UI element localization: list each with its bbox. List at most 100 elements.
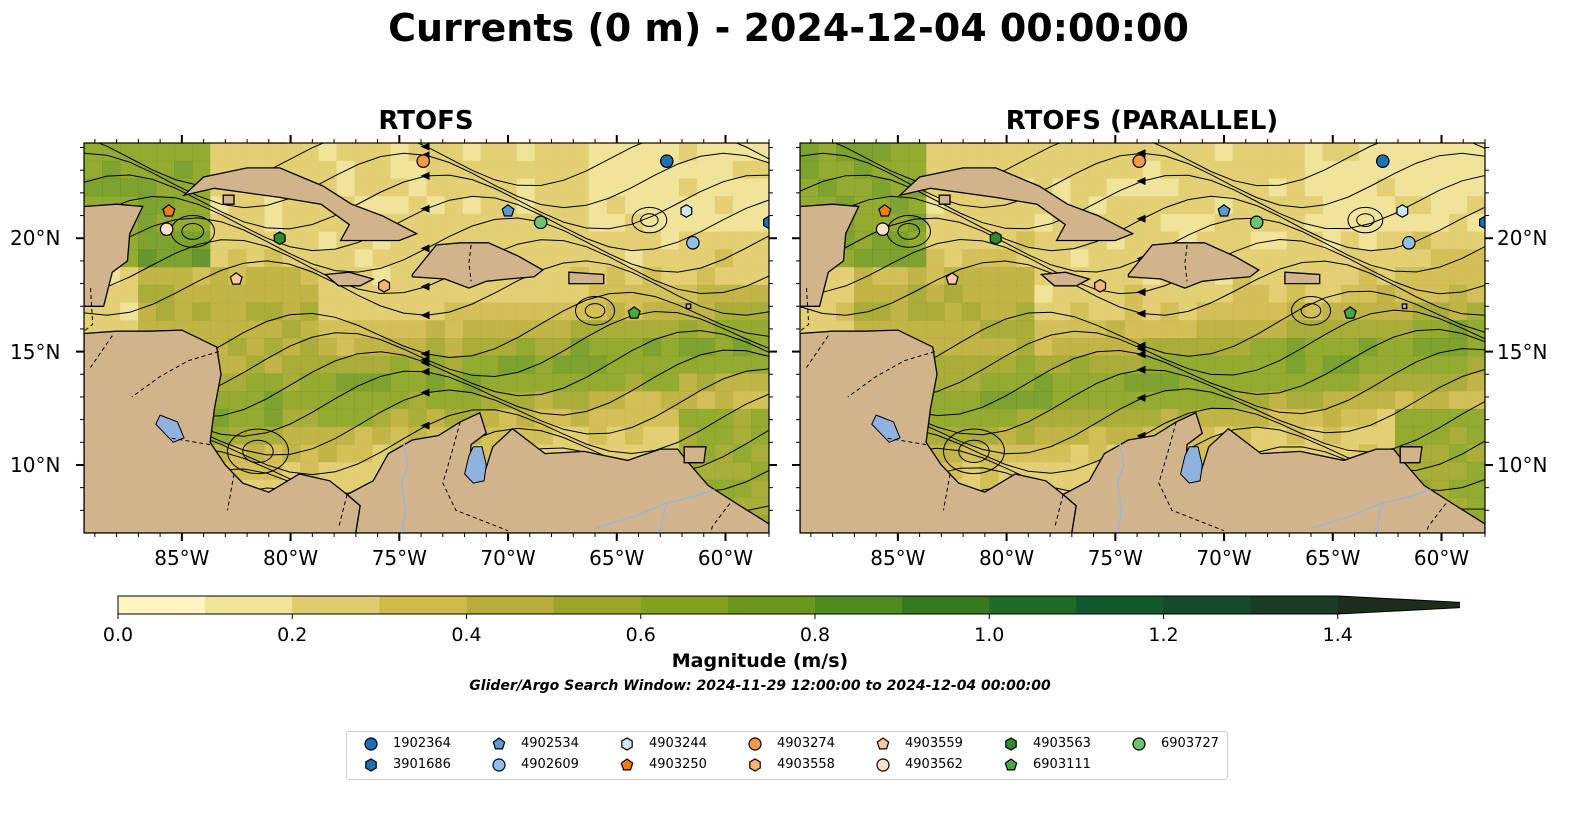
border-costa-rica-panama (943, 473, 951, 511)
border-venezuela-guyana (709, 503, 731, 533)
colorbar-extend-max (1337, 596, 1460, 614)
streamline-arrow (1136, 177, 1146, 186)
border-costa-rica-panama (227, 473, 235, 511)
colorbar (117, 595, 1460, 619)
border-panama-colombia (337, 494, 348, 529)
yucatan-mexico (800, 203, 860, 307)
eddy-streamline (181, 222, 205, 240)
hexagon-marker-icon (1005, 737, 1017, 751)
border-panama-colombia (1053, 494, 1064, 529)
lon-tick-label: 65°W (1305, 546, 1361, 570)
lat-tick-label: 10°N (1497, 452, 1548, 477)
colorbar-bin (989, 596, 1077, 614)
colorbar-bin (292, 596, 380, 614)
eddy-streamline (574, 296, 616, 326)
colorbar-bin (1076, 596, 1164, 614)
panel-title-rtofs: RTOFS (378, 106, 474, 136)
lon-tick-label: 85°W (154, 546, 210, 570)
float-marker-4903563 (989, 231, 1002, 246)
eddy-streamline (640, 213, 659, 227)
lon-tick-label: 80°W (262, 546, 319, 570)
lat-tick-label: 20°N (1497, 226, 1548, 251)
map-panel-rtofs-parallel[interactable] (792, 125, 1493, 590)
colorbar-tick-label: 0.0 (102, 624, 134, 646)
legend-label: 4903563 (1033, 736, 1091, 751)
float-marker-1902364 (659, 154, 674, 168)
legend-label: 3901686 (393, 757, 451, 772)
orinoco-river (594, 489, 715, 530)
streamline-arrow (1136, 350, 1146, 359)
isle-of-youth (222, 194, 235, 205)
float-marker-4903563 (273, 231, 286, 246)
map-canvas (76, 125, 1493, 592)
streamline-arrow (420, 311, 430, 320)
colorbar-bin (466, 596, 555, 614)
puerto-rico (568, 271, 605, 285)
float-marker-4902609 (1402, 235, 1416, 250)
cuba (181, 167, 419, 242)
eddy-streamline (943, 428, 1005, 475)
legend-label: 4903244 (649, 736, 707, 751)
streamline-arrow (420, 204, 430, 213)
eddy-streamline (631, 206, 668, 234)
legend-marker (748, 737, 762, 751)
border-mexico-guatemala (84, 288, 94, 332)
circle-marker-icon (1132, 737, 1146, 751)
circle-marker-icon (876, 758, 890, 772)
float-marker-4903274 (1132, 154, 1147, 168)
caribbean-islands (685, 303, 692, 310)
magdalena-river (400, 442, 409, 533)
legend-label: 4902534 (521, 736, 579, 751)
float-marker-1902364 (1375, 154, 1390, 168)
map-panel-rtofs[interactable] (76, 125, 777, 592)
float-markers (159, 154, 769, 319)
lon-tick-label: 75°W (1087, 546, 1143, 570)
float-marker-6903111 (1343, 306, 1357, 319)
streamline-arrow (420, 244, 430, 253)
lake-nicaragua (155, 414, 185, 443)
streamline-arrow (1136, 344, 1146, 353)
legend-marker (749, 758, 761, 772)
float-marker-4902534 (501, 204, 515, 217)
isle-of-youth (938, 194, 951, 205)
streamline-arrow (1136, 393, 1146, 402)
streamline-arrow (1136, 365, 1146, 374)
float-marker-6903727 (1249, 215, 1264, 230)
legend-marker (1005, 737, 1017, 751)
float-marker-4903559 (229, 272, 243, 285)
caribbean-islands (1401, 303, 1408, 310)
legend-marker (364, 737, 378, 751)
border-mexico-guatemala (800, 288, 810, 332)
pentagon-marker-icon (492, 737, 506, 750)
eddy-streamline (584, 303, 606, 319)
colorbar-bin (118, 596, 206, 614)
lon-tick-label: 75°W (371, 546, 427, 570)
streamline-arrow (420, 388, 430, 397)
float-marker-4903558 (378, 278, 391, 293)
float-marker-4903558 (1094, 278, 1107, 293)
trinidad (1399, 446, 1423, 464)
hispaniola (411, 242, 544, 289)
lon-tick-label: 85°W (870, 546, 926, 570)
circle-marker-icon (492, 758, 506, 772)
legend-label: 4902609 (521, 757, 579, 772)
legend-marker (492, 758, 506, 772)
colorbar-bin (553, 596, 642, 614)
lon-tick-label: 80°W (978, 546, 1035, 570)
colorbar-bin (902, 596, 990, 614)
float-marker-4903250 (878, 204, 892, 217)
border-honduras-nicaragua (131, 351, 219, 398)
border-colombia-venezuela (442, 421, 509, 532)
colorbar-bin (815, 596, 903, 614)
eddy-streamline (242, 439, 274, 463)
streamline-arrow (1136, 214, 1146, 223)
streamline-arrow (1136, 149, 1146, 158)
legend-label: 6903727 (1161, 736, 1219, 751)
streamline-arrow (1136, 288, 1146, 297)
streamline-arrow (420, 143, 430, 151)
eddy-streamline (227, 428, 289, 475)
hispaniola (1127, 242, 1260, 289)
float-marker-3901686 (762, 215, 769, 230)
float-marker-4903562 (875, 222, 890, 236)
legend-label: 1902364 (393, 736, 451, 751)
